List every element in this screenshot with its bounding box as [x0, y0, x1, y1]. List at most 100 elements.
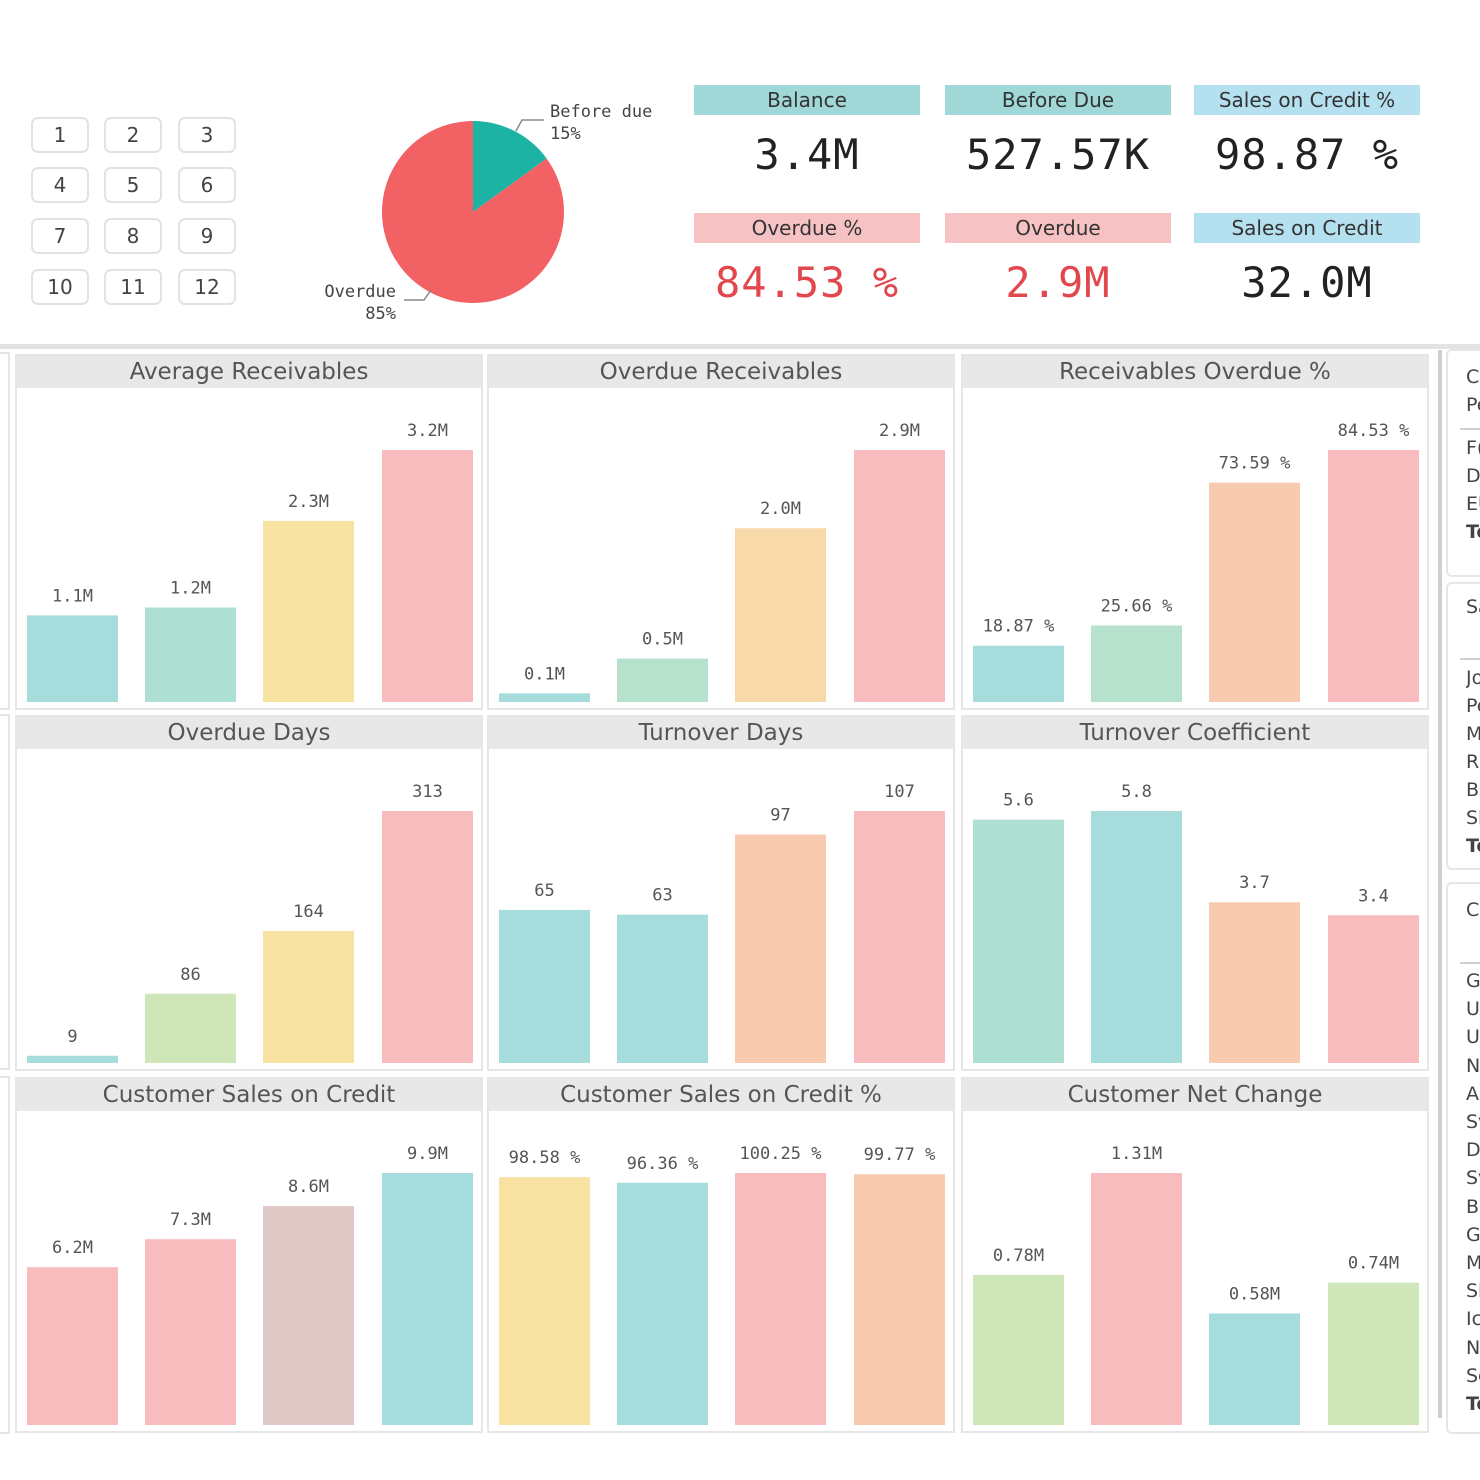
- side-table-row[interactable]: A: [1466, 1082, 1479, 1105]
- bar-1[interactable]: [973, 645, 1064, 702]
- bar-4[interactable]: [854, 1174, 945, 1425]
- bar-1[interactable]: [27, 615, 118, 702]
- side-table-row[interactable]: M: [1466, 723, 1480, 745]
- bar-4[interactable]: [382, 811, 473, 1063]
- pie-slice-overdue[interactable]: [381, 121, 564, 304]
- side-table-panel2[interactable]: [1446, 582, 1480, 870]
- side-table-row[interactable]: D: [1466, 465, 1480, 487]
- kpi-before-due-label: Before Due: [945, 85, 1171, 115]
- month-button-4[interactable]: 4: [31, 167, 89, 203]
- bar-4[interactable]: [1328, 915, 1419, 1063]
- bar-3[interactable]: [263, 930, 354, 1063]
- side-table-row[interactable]: G: [1466, 1223, 1480, 1246]
- side-table-panel3[interactable]: [1446, 882, 1480, 1434]
- month-button-6[interactable]: 6: [178, 167, 236, 203]
- bar-data-label: 5.8: [1121, 782, 1152, 802]
- bar-1[interactable]: [973, 1274, 1064, 1425]
- month-button-2[interactable]: 2: [104, 117, 162, 153]
- chart-panel-overdue-days[interactable]: Overdue Days 9 86 164 313: [15, 715, 483, 1071]
- bar-2[interactable]: [1091, 625, 1182, 702]
- side-table-row[interactable]: Ic: [1466, 1308, 1480, 1331]
- side-table-row[interactable]: Sl: [1466, 807, 1480, 829]
- bar-1[interactable]: [499, 693, 590, 702]
- side-table-row[interactable]: D: [1466, 1139, 1480, 1162]
- side-table-row[interactable]: U: [1466, 998, 1480, 1021]
- bar-1[interactable]: [973, 819, 1064, 1063]
- side-table-row[interactable]: U: [1466, 1026, 1480, 1049]
- chart-panel-customer-sales-on-credit[interactable]: Customer Sales on Credit 6.2M 7.3M 8.6M 9.9M: [15, 1077, 483, 1433]
- chart-panel-average-receivables[interactable]: Average Receivables 1.1M 1.2M 2.3M 3.2M: [15, 354, 483, 710]
- side-table-row[interactable]: Pe: [1466, 695, 1480, 717]
- bar-4[interactable]: [1328, 450, 1419, 702]
- bar-3[interactable]: [735, 1173, 826, 1425]
- bar-4[interactable]: [854, 450, 945, 702]
- bar-3[interactable]: [1209, 1313, 1300, 1425]
- bar-data-label: 63: [652, 886, 672, 906]
- bar-1[interactable]: [499, 909, 590, 1063]
- chart-panel-turnover-days[interactable]: Turnover Days 65 63 97 107: [487, 715, 955, 1071]
- side-table-row[interactable]: Jo: [1466, 667, 1480, 689]
- kpi-overdue-pct-label: Overdue %: [694, 213, 920, 243]
- month-button-11[interactable]: 11: [104, 269, 162, 305]
- side-table-row[interactable]: R: [1466, 751, 1480, 773]
- side-table-row[interactable]: B: [1466, 779, 1480, 801]
- chart-panel-turnover-coefficient[interactable]: Turnover Coefficient 5.6 5.8 3.7 3.4: [961, 715, 1429, 1071]
- bar-4[interactable]: [1328, 1282, 1419, 1425]
- bar-chart-svg: 1.1M 1.2M 2.3M 3.2M: [27, 421, 473, 703]
- bar-data-label: 0.78M: [993, 1246, 1044, 1266]
- month-button-7[interactable]: 7: [31, 218, 89, 254]
- side-table-row[interactable]: N: [1466, 1336, 1480, 1359]
- bar-2[interactable]: [617, 658, 708, 702]
- bar-data-label: 6.2M: [52, 1238, 93, 1258]
- bar-data-label: 2.0M: [760, 499, 801, 519]
- bar-1[interactable]: [499, 1177, 590, 1425]
- bar-3[interactable]: [263, 1206, 354, 1425]
- bar-4[interactable]: [854, 811, 945, 1063]
- side-table-row[interactable]: Sv: [1466, 1111, 1480, 1133]
- bar-3[interactable]: [263, 520, 354, 702]
- bar-2[interactable]: [1091, 811, 1182, 1063]
- month-button-12[interactable]: 12: [178, 269, 236, 305]
- bar-1[interactable]: [27, 1267, 118, 1425]
- bar-1[interactable]: [27, 1055, 118, 1063]
- bar-2[interactable]: [617, 1182, 708, 1425]
- bar-3[interactable]: [1209, 482, 1300, 702]
- bar-2[interactable]: [145, 1239, 236, 1425]
- chart-panel-receivables-overdue-pct[interactable]: Receivables Overdue % 18.87 % 25.66 % 73.59…: [961, 354, 1429, 710]
- chart-panel-overdue-receivables[interactable]: Overdue Receivables 0.1M 0.5M 2.0M 2.9M: [487, 354, 955, 710]
- side-table-row[interactable]: Be: [1466, 1195, 1480, 1218]
- bar-2[interactable]: [1091, 1173, 1182, 1425]
- side-table-row[interactable]: F(: [1466, 437, 1480, 459]
- bar-2[interactable]: [145, 993, 236, 1063]
- month-button-8[interactable]: 8: [104, 218, 162, 254]
- pie-label-before-due: Before due: [550, 102, 652, 122]
- chart-title: Receivables Overdue %: [963, 356, 1427, 388]
- side-table-header: Pe: [1466, 394, 1480, 416]
- month-button-3[interactable]: 3: [178, 117, 236, 153]
- bar-3[interactable]: [735, 528, 826, 702]
- bar-4[interactable]: [382, 450, 473, 702]
- month-button-9[interactable]: 9: [178, 218, 236, 254]
- side-table-row[interactable]: Sc: [1466, 1364, 1480, 1387]
- bar-4[interactable]: [382, 1173, 473, 1425]
- bar-3[interactable]: [1209, 902, 1300, 1063]
- side-table-panel1[interactable]: [1446, 349, 1480, 577]
- side-table-row[interactable]: N: [1466, 1054, 1480, 1077]
- bar-3[interactable]: [735, 834, 826, 1063]
- bar-data-label: 18.87 %: [983, 617, 1055, 637]
- month-button-5[interactable]: 5: [104, 167, 162, 203]
- bar-2[interactable]: [617, 914, 708, 1063]
- bar-data-label: 3.2M: [407, 421, 448, 441]
- month-button-10[interactable]: 10: [31, 269, 89, 305]
- side-table-row[interactable]: G: [1466, 970, 1480, 992]
- side-table-row[interactable]: EU: [1466, 493, 1480, 515]
- chart-panel-customer-net-change[interactable]: Customer Net Change 0.78M 1.31M 0.58M 0.74M: [961, 1077, 1429, 1433]
- side-table-row[interactable]: Sl: [1466, 1280, 1480, 1303]
- pie-slice-before-due[interactable]: [473, 121, 547, 212]
- side-table-row[interactable]: M: [1466, 1252, 1480, 1274]
- side-scrollbar[interactable]: [1438, 350, 1442, 1418]
- chart-panel-customer-sales-on-credit-pct[interactable]: Customer Sales on Credit % 98.58 % 96.36 %…: [487, 1077, 955, 1433]
- side-table-row[interactable]: Sv: [1466, 1167, 1480, 1190]
- month-button-1[interactable]: 1: [31, 117, 89, 153]
- bar-2[interactable]: [145, 607, 236, 703]
